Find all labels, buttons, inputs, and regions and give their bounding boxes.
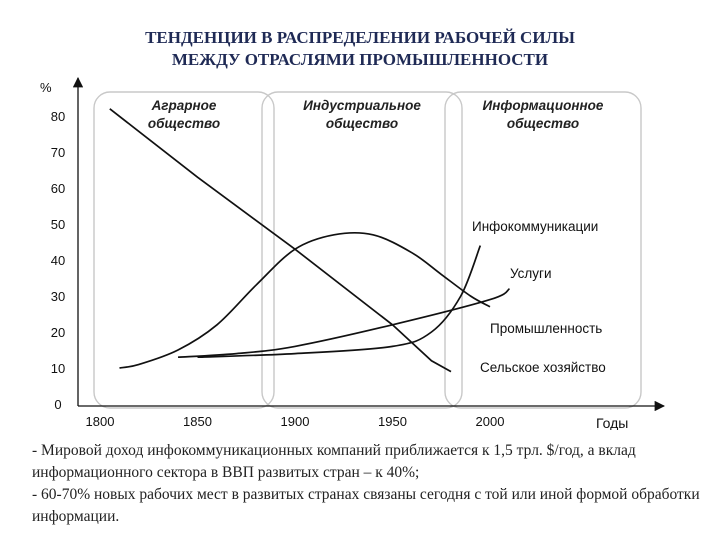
era-industrial-sublabel: общество [326, 116, 398, 131]
era-information-sublabel: общество [507, 116, 579, 131]
line-chart: Аграрное общество Индустриальное общество Ин… [40, 76, 666, 430]
era-agrarian-sublabel: общество [148, 116, 220, 131]
era-agrarian-box [93, 91, 275, 409]
x-axis-label: Годы [596, 415, 628, 430]
series-industry-line [119, 231, 491, 369]
y-tick-label: 40 [51, 253, 65, 268]
y-tick-label: 50 [51, 217, 65, 232]
y-tick-label: 0 [54, 397, 61, 412]
era-information-box [444, 91, 642, 409]
series-agriculture-line [109, 108, 452, 373]
y-tick-label: 70 [51, 145, 65, 160]
series-services-label: Услуги [510, 266, 552, 281]
x-tick-label: 1850 [183, 414, 212, 429]
x-tick-label: 1950 [378, 414, 407, 429]
series-infocomm-line [197, 245, 482, 359]
era-industrial-box [261, 91, 463, 409]
notes: - Мировой доход инфокоммуникационных ком… [32, 440, 702, 528]
era-agrarian-label: Аграрное [151, 98, 217, 113]
page-title: ТЕНДЕНЦИИ В РАСПРЕДЕЛЕНИИ РАБОЧЕЙ СИЛЫ [145, 28, 575, 47]
y-tick-label: 20 [51, 325, 65, 340]
y-tick-label: 30 [51, 289, 65, 304]
y-tick-label: 10 [51, 361, 65, 376]
x-tick-label: 1900 [281, 414, 310, 429]
era-information-label: Информационное [483, 98, 604, 113]
x-tick-label: 2000 [476, 414, 505, 429]
era-industrial-label: Индустриальное [303, 98, 421, 113]
series-industry-label: Промышленность [490, 321, 602, 336]
x-tick-label: 1800 [86, 414, 115, 429]
series-agriculture-label: Сельское хозяйство [480, 360, 606, 375]
series-infocomm-label: Инфокоммуникации [472, 219, 598, 234]
page-subtitle: МЕЖДУ ОТРАСЛЯМИ ПРОМЫШЛЕННОСТИ [171, 50, 549, 69]
series-services-line [177, 288, 511, 359]
y-tick-label: 80 [51, 109, 65, 124]
y-axis-label: % [40, 80, 52, 95]
note-jobs: - 60-70% новых рабочих мест в развитых с… [32, 486, 700, 525]
y-tick-label: 60 [51, 181, 65, 196]
note-income: - Мировой доход инфокоммуникационных ком… [32, 442, 636, 481]
